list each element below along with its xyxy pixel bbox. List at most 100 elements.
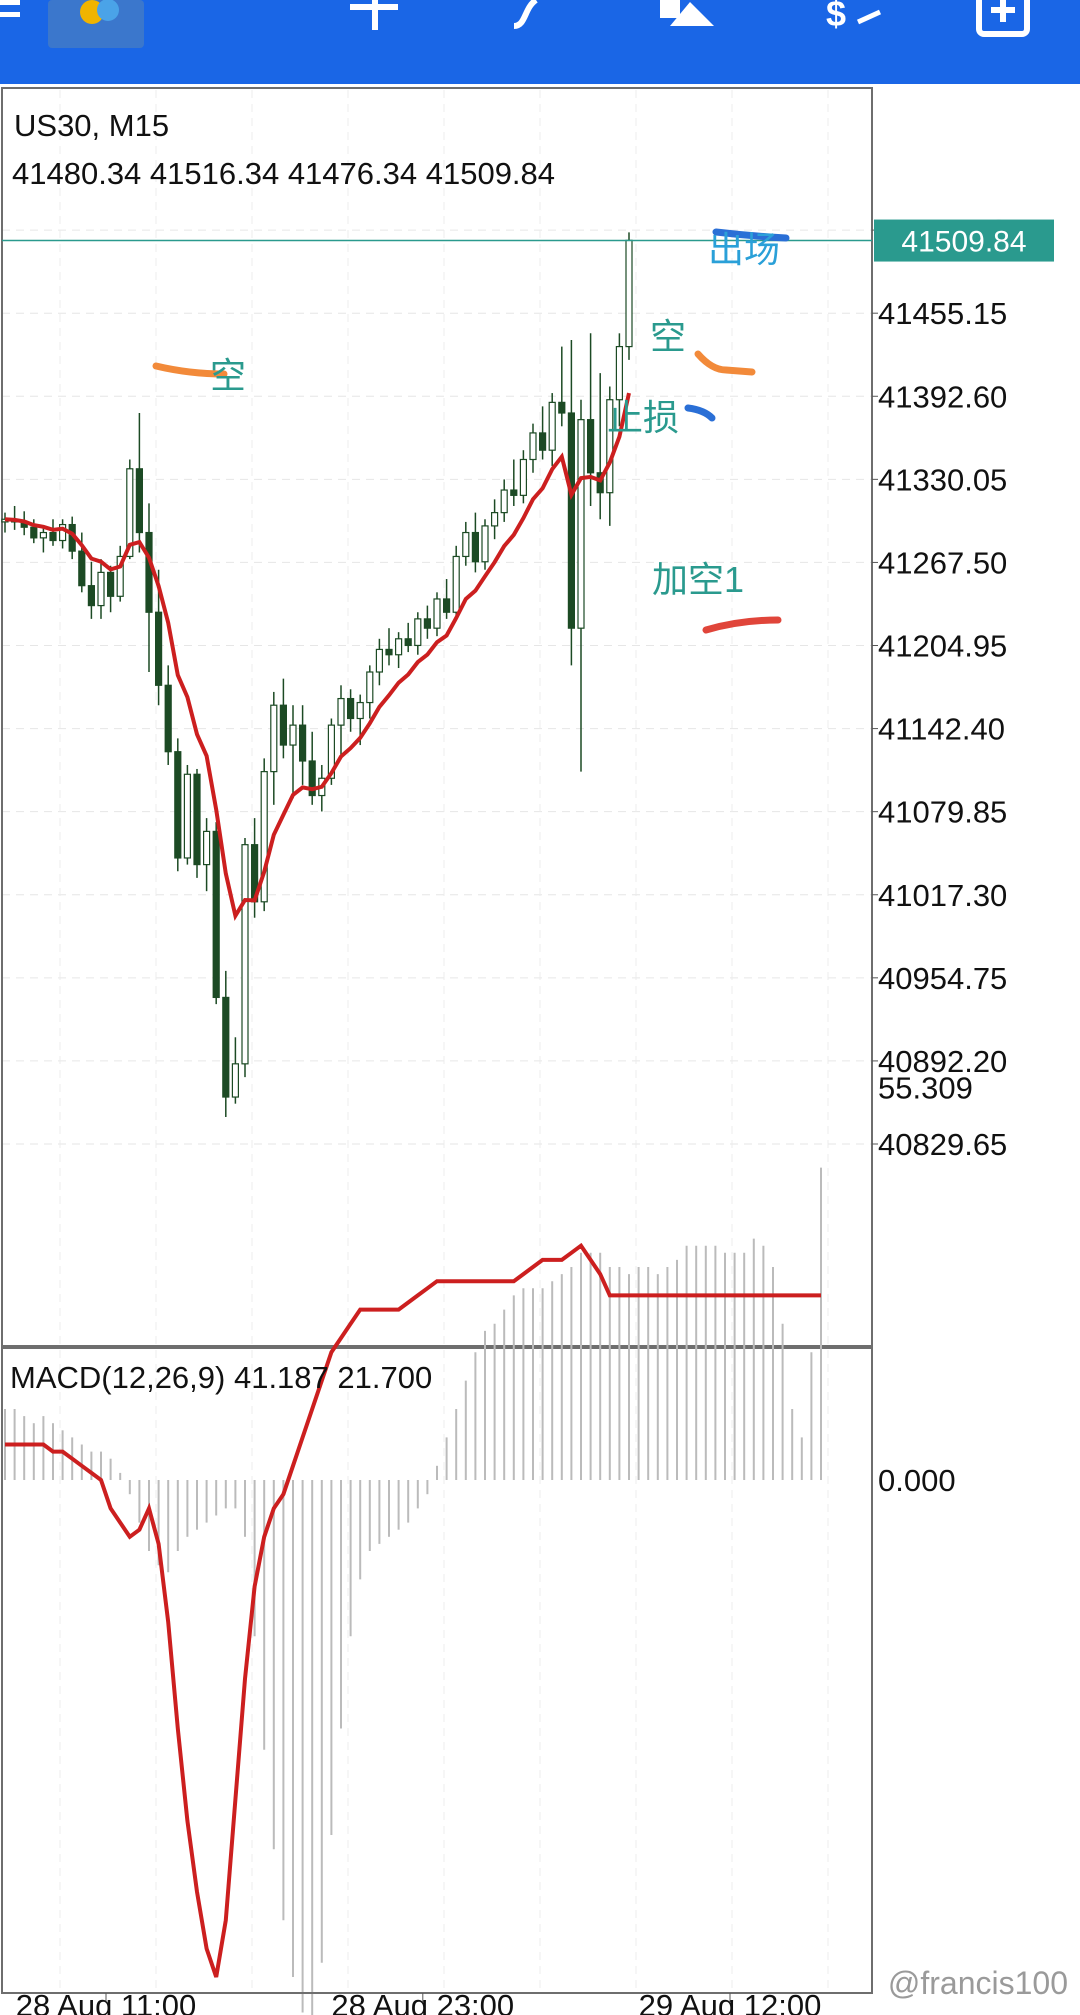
candle-body — [443, 598, 451, 613]
price-tick-label: 41017.30 — [878, 878, 1007, 913]
hand-mark — [152, 362, 228, 378]
candle-body — [385, 648, 393, 656]
candle-body — [519, 458, 528, 496]
price-tick-label: 41330.05 — [878, 462, 1007, 497]
candle-body — [404, 638, 412, 647]
candle-body — [433, 598, 441, 629]
hand-mark — [694, 350, 756, 376]
objects-icon[interactable] — [656, 0, 718, 50]
candle-body — [462, 531, 470, 558]
chart-area[interactable]: 41517.7041455.1541392.6041330.0541267.50… — [0, 84, 1080, 2015]
price-tick-label: 41455.15 — [878, 296, 1007, 331]
candle-body — [366, 671, 374, 704]
price-tick-label: 41204.95 — [878, 629, 1007, 664]
hand-mark — [684, 404, 716, 422]
price-tick-label: 41142.40 — [878, 712, 1005, 747]
candle-body — [606, 399, 614, 494]
trade-icon[interactable]: $ — [824, 0, 886, 50]
candle-body — [375, 648, 383, 673]
candle-body — [135, 468, 143, 534]
price-tick-label: 40892.20 — [878, 1044, 1007, 1079]
candle-body — [183, 773, 191, 859]
candle-body — [510, 489, 518, 496]
candle-body — [222, 996, 230, 1098]
menu-icon[interactable] — [0, 0, 30, 50]
candle-body — [558, 401, 566, 414]
ohlc-label: 41480.34 41516.34 41476.34 41509.84 — [12, 156, 555, 191]
annotation-label: 止损 — [607, 397, 679, 438]
price-tick-label: 41392.60 — [878, 379, 1007, 414]
candle-body — [356, 701, 364, 720]
price-tick-label: 41079.85 — [878, 795, 1007, 830]
annotation-label: 空 — [650, 316, 686, 357]
candle-body — [145, 531, 153, 613]
candle-body — [423, 618, 431, 629]
macd-tick-label: 55.309 — [878, 1070, 973, 1105]
candle-body — [471, 531, 479, 563]
candle-body — [625, 239, 633, 348]
toolbar: $ — [0, 0, 1080, 84]
candle-body — [491, 512, 499, 527]
candle-body — [327, 724, 335, 779]
candle-body — [615, 345, 624, 401]
indicator-icon[interactable] — [508, 0, 548, 50]
candle-body — [270, 704, 278, 773]
candle-body — [39, 531, 48, 539]
candle-body — [78, 550, 86, 587]
candle-body — [97, 571, 105, 607]
macd-signal-line — [5, 1242, 821, 1978]
candle-body — [87, 585, 96, 607]
moving-average-line — [4, 392, 631, 922]
watermark: @francis100 — [888, 1965, 1068, 2001]
hand-mark — [702, 616, 782, 634]
candle-body — [49, 531, 57, 542]
candle-body — [586, 419, 595, 474]
macd-label: MACD(12,26,9) 41.187 21.700 — [10, 1360, 432, 1395]
annotation-label: 加空1 — [652, 559, 744, 600]
price-panel-frame — [1, 87, 873, 1347]
candle-body — [174, 751, 182, 859]
candle-body — [538, 432, 547, 451]
candle-body — [577, 419, 585, 629]
candle-body — [241, 844, 249, 1065]
hand-mark — [712, 228, 790, 242]
candle-body — [596, 472, 604, 494]
chart-grid — [2, 90, 872, 1992]
time-tick-label: 28 Aug 11:00 — [16, 1988, 196, 2015]
crosshair-icon[interactable] — [350, 0, 404, 50]
annotation-label: 空 — [210, 355, 246, 396]
price-tick-label: 40829.65 — [878, 1127, 1007, 1162]
candle-body — [212, 830, 220, 999]
macd-tick-label: 0.000 — [878, 1463, 956, 1498]
candle-body — [548, 401, 556, 451]
candle-body — [30, 526, 38, 539]
candle-body — [164, 684, 172, 753]
macd-axis: 55.309 0.000 — [878, 1070, 973, 1498]
candle-body — [116, 555, 124, 597]
current-price-label: 41509.84 — [901, 226, 1026, 259]
candle-body — [452, 555, 460, 613]
svg-text:$: $ — [826, 0, 846, 34]
candle-body — [414, 618, 422, 647]
time-tick-label: 29 Aug 12:00 — [639, 1988, 822, 2015]
macd-histogram — [4, 1167, 822, 2015]
time-tick-label: 28 Aug 23:00 — [331, 1988, 514, 2015]
candles — [1, 232, 633, 1117]
price-tick-label: 40954.75 — [878, 961, 1007, 996]
candle-body — [347, 697, 355, 720]
candle-body — [279, 704, 287, 746]
candle-body — [106, 571, 115, 597]
candle-body — [567, 412, 576, 629]
candle-body — [395, 638, 403, 656]
candle-body — [289, 724, 297, 746]
candle-body — [500, 489, 508, 514]
candle-body — [203, 830, 211, 866]
new-order-icon[interactable] — [976, 0, 1036, 50]
candle-body — [308, 760, 316, 797]
candle-body — [260, 771, 268, 903]
hand-drawn-marks — [152, 228, 790, 634]
current-price-box — [874, 219, 1054, 262]
symbol-label: US30, M15 — [14, 108, 169, 143]
candle-body — [58, 523, 67, 542]
